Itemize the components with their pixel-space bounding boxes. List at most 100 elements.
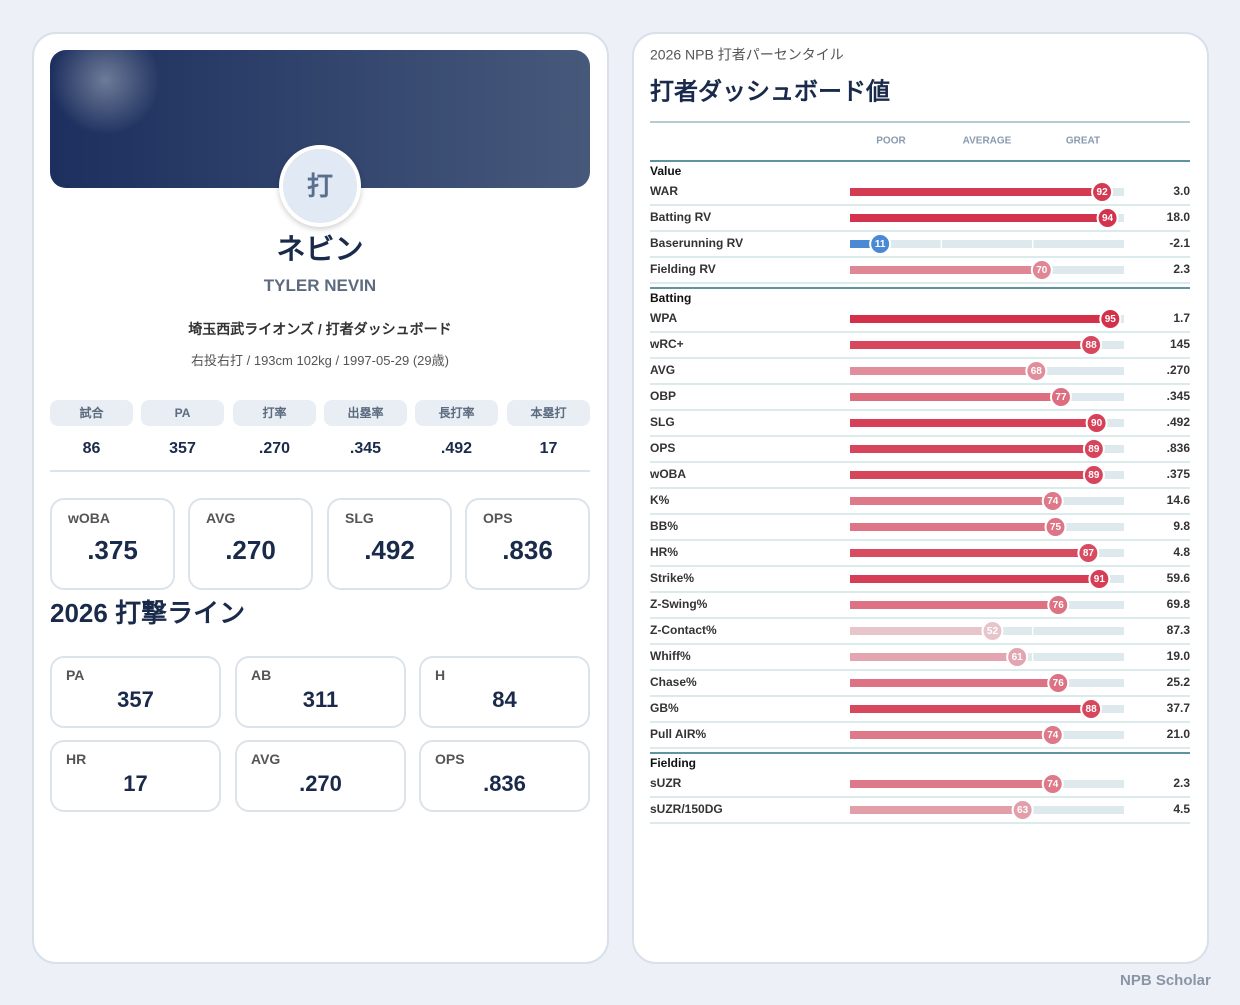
- percentile-bar: [850, 266, 1042, 274]
- track: [850, 240, 1124, 248]
- percentile-label: 74: [1047, 779, 1059, 790]
- metric-label: BB%: [650, 519, 678, 533]
- percentile-bar: [850, 497, 1053, 505]
- percentile-dot: [1096, 207, 1119, 229]
- section-name: Fielding: [650, 756, 696, 770]
- percentile-label: 89: [1088, 470, 1100, 481]
- percentile-label: 52: [987, 626, 999, 637]
- table-value: 17: [539, 440, 558, 457]
- percentile-label: 88: [1086, 340, 1098, 351]
- metric-label: Chase%: [650, 675, 697, 689]
- batting-stat-label: PA: [66, 667, 85, 683]
- batting-stat-box: [235, 740, 406, 812]
- scale-label: AVERAGE: [963, 136, 1012, 147]
- percentile-bar: [850, 780, 1053, 788]
- percentile-label: 87: [1083, 548, 1095, 559]
- section-name: Value: [650, 164, 682, 178]
- subtitle: 2026 NPB 打者パーセンタイル: [650, 47, 844, 63]
- metric-value: 21.0: [1167, 727, 1191, 741]
- batting-stat-box: [419, 656, 590, 728]
- metric-value: .345: [1167, 389, 1191, 403]
- percentile-bar: [850, 393, 1061, 401]
- percentile-bar: [850, 188, 1103, 196]
- percentile-bar: [850, 240, 881, 248]
- percentile-label: 76: [1053, 678, 1065, 689]
- percentile-bar: [850, 214, 1108, 222]
- metric-label: GB%: [650, 701, 679, 715]
- percentile-dot: [1082, 464, 1105, 486]
- percentile-dot: [1099, 308, 1122, 330]
- percentile-bar: [850, 549, 1089, 557]
- percentile-label: 92: [1097, 187, 1109, 198]
- table-header: 試合: [50, 400, 133, 426]
- percentile-bar: [850, 575, 1100, 583]
- percentile-label: 74: [1047, 730, 1059, 741]
- percentile-dot: [1080, 334, 1103, 356]
- table-value: .492: [440, 440, 473, 457]
- table-value: 357: [169, 440, 196, 457]
- metric-value: 9.8: [1173, 519, 1190, 533]
- metric-value: -2.1: [1169, 236, 1190, 250]
- table-header: 長打率: [415, 400, 498, 426]
- metric-value: 19.0: [1167, 649, 1191, 663]
- percentile-bar: [850, 705, 1092, 713]
- percentile-bar: [850, 315, 1111, 323]
- percentile-dot: [1025, 360, 1048, 382]
- key-stat-box: [50, 498, 175, 590]
- percentile-dot: [1041, 490, 1064, 512]
- percentile-dot: [1041, 773, 1064, 795]
- metric-value: 69.8: [1167, 597, 1191, 611]
- metric-value: 37.7: [1167, 701, 1191, 715]
- metric-label: Fielding RV: [650, 262, 716, 276]
- metric-label: sUZR/150DG: [650, 802, 723, 816]
- percentile-bar: [850, 601, 1059, 609]
- percentile-dot: [1044, 516, 1067, 538]
- metric-label: Baserunning RV: [650, 236, 743, 250]
- metric-label: WPA: [650, 311, 677, 325]
- metric-value: 59.6: [1167, 571, 1191, 585]
- percentile-label: 89: [1088, 444, 1100, 455]
- percentile-dot: [1006, 646, 1029, 668]
- percentile-bar: [850, 419, 1097, 427]
- table-header: 本塁打: [507, 400, 590, 426]
- divider: [50, 470, 590, 472]
- percentile-dot: [1041, 724, 1064, 746]
- key-stat-box: [327, 498, 452, 590]
- metric-label: wRC+: [649, 337, 684, 351]
- key-stat-box: [465, 498, 590, 590]
- percentile-label: 74: [1047, 496, 1059, 507]
- batting-stat-label: HR: [66, 751, 87, 767]
- key-stat-value: .270: [225, 535, 276, 565]
- key-stat-label: AVG: [206, 510, 236, 526]
- percentile-bar: [850, 627, 993, 635]
- batting-stat-value: 84: [492, 687, 517, 712]
- metric-value: .270: [1167, 363, 1191, 377]
- metric-label: SLG: [650, 415, 675, 429]
- batting-stat-box: [419, 740, 590, 812]
- batting-stat-value: .270: [299, 771, 342, 796]
- scale-label: GREAT: [1066, 136, 1100, 147]
- percentile-label: 63: [1017, 805, 1029, 816]
- metric-value: .492: [1167, 415, 1191, 429]
- batting-stat-label: H: [435, 667, 446, 683]
- percentile-dot: [1080, 698, 1103, 720]
- table-header: 打率: [233, 400, 316, 426]
- percentile-label: 95: [1105, 314, 1117, 325]
- percentile-label: 70: [1036, 265, 1048, 276]
- metric-label: WAR: [650, 184, 678, 198]
- percentile-dot: [1011, 799, 1034, 821]
- section-name: Batting: [650, 291, 691, 305]
- percentile-bar: [850, 806, 1023, 814]
- scale-label: POOR: [876, 136, 906, 147]
- metric-value: 4.5: [1173, 802, 1190, 816]
- batting-stat-value: 311: [302, 687, 339, 712]
- avatar: 打: [279, 145, 361, 227]
- key-stat-label: SLG: [345, 510, 374, 526]
- metric-label: sUZR: [650, 776, 682, 790]
- percentile-dot: [981, 620, 1004, 642]
- batting-stat-box: [50, 740, 221, 812]
- metric-label: Strike%: [650, 571, 694, 585]
- percentile-bar: [850, 341, 1092, 349]
- batting-stat-box: [235, 656, 406, 728]
